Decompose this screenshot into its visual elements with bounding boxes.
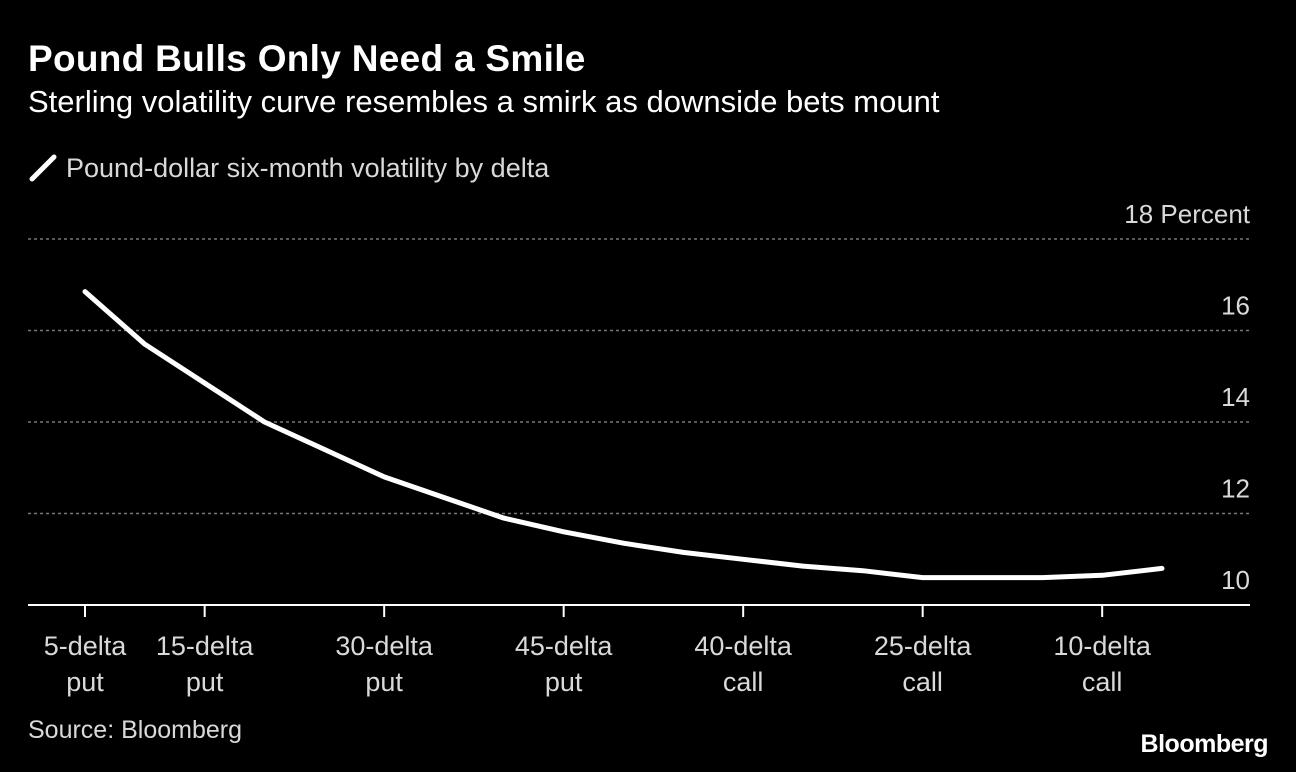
x-tick-label-line: 5-delta (44, 631, 128, 661)
source-note: Source: Bloomberg (28, 716, 243, 744)
x-tick-label: 25-delta call (874, 631, 973, 697)
y-tick-label: 10 (1221, 565, 1250, 595)
x-tick-label: 10-delta call (1053, 631, 1152, 697)
x-tick-label-line: put (186, 667, 224, 697)
chart-subtitle: Sterling volatility curve resembles a sm… (28, 84, 940, 119)
x-tick-label-line: 40-delta (694, 631, 793, 661)
x-tick-label-line: call (723, 667, 764, 697)
y-tick-label: 16 (1221, 291, 1250, 321)
x-tick-label-line: 25-delta (874, 631, 973, 661)
y-tick-label: 18 Percent (1124, 199, 1251, 229)
y-tick-label: 14 (1221, 382, 1250, 412)
legend-label: Pound-dollar six-month volatility by del… (66, 152, 550, 183)
x-tick-label-line: put (545, 667, 583, 697)
bloomberg-logo: Bloomberg (1140, 730, 1269, 758)
x-tick-label: 40-delta call (694, 631, 793, 697)
series-line (82, 289, 1165, 581)
x-tick-label-line: put (365, 667, 403, 697)
y-tick-label: 12 (1221, 474, 1250, 504)
x-tick-label: 5-delta put (44, 631, 128, 697)
x-tick-label-line: 45-delta (515, 631, 614, 661)
x-tick-label: 30-delta put (335, 631, 434, 697)
x-tick-label-line: 15-delta (156, 631, 255, 661)
x-tick-label: 45-delta put (515, 631, 614, 697)
x-tick-label: 15-delta put (156, 631, 255, 697)
x-tick-label-line: call (902, 667, 943, 697)
chart-title: Pound Bulls Only Need a Smile (28, 38, 586, 79)
x-tick-label-line: 10-delta (1053, 631, 1152, 661)
x-tick-label-line: 30-delta (335, 631, 434, 661)
x-tick-label-line: call (1082, 667, 1123, 697)
legend: Pound-dollar six-month volatility by del… (28, 148, 549, 188)
legend-line-icon (29, 154, 57, 182)
x-tick-label-line: put (66, 667, 104, 697)
